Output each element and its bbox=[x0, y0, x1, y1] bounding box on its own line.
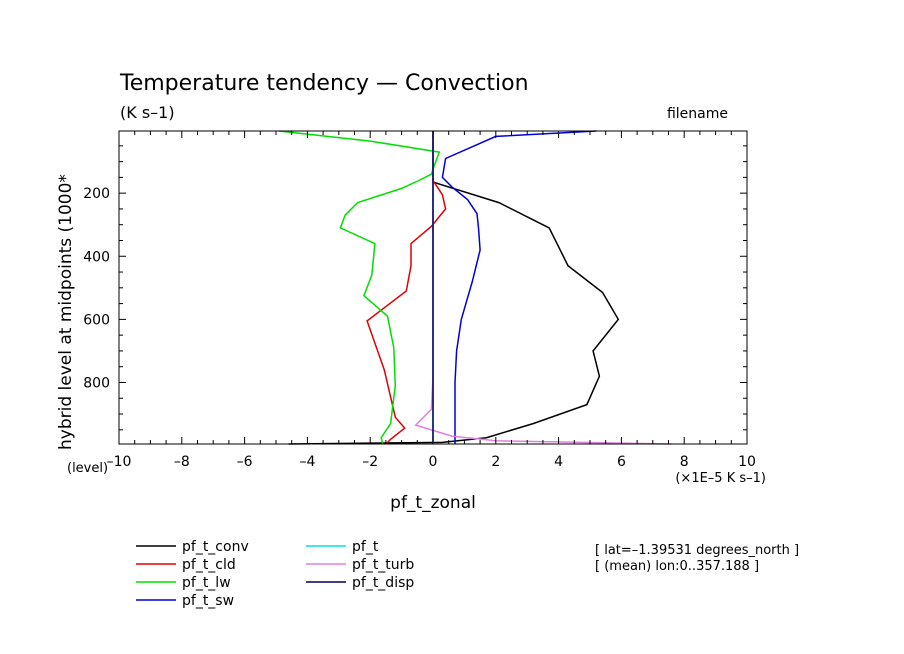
x-axis-label: pf_t_zonal bbox=[390, 493, 476, 513]
series-line-pf-t-conv bbox=[288, 131, 620, 445]
x-tick-label: 2 bbox=[491, 454, 500, 470]
y-tick-label: 200 bbox=[83, 186, 110, 202]
x-tick-label: 8 bbox=[680, 454, 689, 470]
legend-item-pf-t: pf_t bbox=[306, 539, 379, 555]
x-tick-label: 0 bbox=[429, 454, 438, 470]
info-longitude: [ (mean) lon:0..357.188 ] bbox=[595, 559, 759, 574]
chart-subtitle: (K s–1) bbox=[120, 103, 175, 122]
series-line-pf-t-turb bbox=[414, 131, 672, 445]
legend-item-pf-t-sw: pf_t_sw bbox=[136, 593, 234, 609]
info-latitude: [ lat=–1.39531 degrees_north ] bbox=[595, 543, 799, 558]
y-tick-label: 600 bbox=[83, 312, 110, 328]
y-tick-label: 800 bbox=[83, 375, 110, 391]
legend-label: pf_t_lw bbox=[182, 575, 231, 591]
x-tick-label: 10 bbox=[738, 454, 756, 470]
y-tick-label: 400 bbox=[83, 249, 110, 265]
legend-label: pf_t_disp bbox=[352, 575, 414, 591]
chart-title: Temperature tendency — Convection bbox=[119, 71, 529, 96]
legend-item-pf-t-cld: pf_t_cld bbox=[136, 557, 236, 573]
legend-item-pf-t-conv: pf_t_conv bbox=[136, 539, 249, 555]
filename-label: filename bbox=[667, 106, 728, 122]
axis-tick-labels: –10 –8 –6 –4 –2 0 2 4 6 8 10 200 400 600 800 bbox=[83, 186, 756, 470]
series-line-pf-t-cld bbox=[366, 131, 447, 445]
legend-label: pf_t_sw bbox=[182, 593, 234, 609]
legend-label: pf_t_turb bbox=[352, 557, 414, 573]
series-layer bbox=[279, 130, 672, 445]
series-line-pf-t-sw bbox=[441, 130, 597, 444]
legend-item-pf-t-lw: pf_t_lw bbox=[136, 575, 231, 591]
x-tick-label: –4 bbox=[299, 454, 315, 470]
legend-item-pf-t-turb: pf_t_turb bbox=[306, 557, 414, 573]
x-tick-label: 4 bbox=[554, 454, 563, 470]
legend-label: pf_t_conv bbox=[182, 539, 249, 555]
legend-label: pf_t_cld bbox=[182, 557, 236, 573]
legend: pf_t_conv pf_t_cld pf_t_lw pf_t_sw pf_t pf_t_… bbox=[136, 539, 414, 609]
y-axis-unit-label: (level) bbox=[67, 461, 108, 476]
legend-label: pf_t bbox=[352, 539, 379, 555]
y-axis-label: hybrid level at midpoints (1000* bbox=[56, 174, 76, 450]
x-tick-label: –6 bbox=[237, 454, 253, 470]
x-tick-label: –2 bbox=[362, 454, 378, 470]
axis-ticks bbox=[118, 131, 748, 444]
legend-item-pf-t-disp: pf_t_disp bbox=[306, 575, 414, 591]
x-axis-unit-label: (×1E–5 K s–1) bbox=[675, 471, 766, 486]
x-tick-label: –10 bbox=[107, 454, 132, 470]
x-tick-label: –8 bbox=[174, 454, 190, 470]
series-line-pf-t-lw bbox=[279, 130, 441, 445]
x-tick-label: 6 bbox=[617, 454, 626, 470]
